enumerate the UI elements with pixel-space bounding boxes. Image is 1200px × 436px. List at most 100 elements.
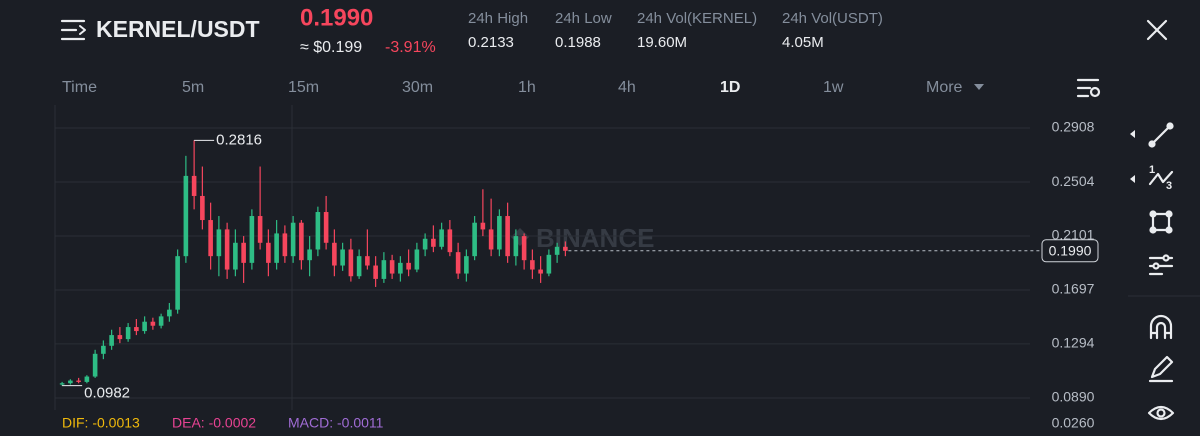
candle-body [191,175,197,196]
candle-body [282,233,288,257]
visibility-tool[interactable] [1147,405,1175,421]
candle-body [464,256,469,274]
interval-tab[interactable]: 5m [182,79,204,96]
candle-body [447,229,453,253]
candle-body [142,321,147,332]
candle-body [554,246,560,255]
interval-tab[interactable]: 30m [402,79,433,96]
candle-body [340,249,345,266]
stat-label: 24h Low [555,10,612,27]
price-change: -3.91% [385,39,436,56]
menu-icon[interactable] [60,19,86,41]
stat-value: 4.05M [782,34,824,51]
candle-body [315,212,321,250]
candle-body [167,309,172,317]
trendline-tool[interactable] [1130,122,1174,148]
interval-tab[interactable]: More [926,79,963,96]
candle-body [563,246,568,251]
candle-body [200,195,205,221]
usd-price: ≈ $0.199 [300,39,362,56]
candle-body [92,353,98,377]
interval-tab[interactable]: Time [62,79,97,96]
max-price-label: 0.2816 [216,131,262,148]
interval-tab[interactable]: 1D [720,79,740,96]
y-tick-label: 0.1697 [1052,281,1095,297]
candle-body [455,252,461,274]
stat-value: 0.2133 [468,34,514,51]
candle-body [84,376,90,382]
candle-body [323,212,329,243]
candle-body [101,345,106,354]
candle-body [373,265,378,279]
stat-label: 24h Vol(USDT) [782,10,883,27]
interval-tab[interactable]: 1w [823,79,844,96]
candle-body [274,233,279,263]
candle-body [175,256,180,310]
indicator-settings-icon[interactable] [1076,78,1101,98]
y-tick-label: 0.2101 [1052,227,1095,243]
candle-body [59,383,65,385]
tool-icon-glyph: 1 [1149,164,1155,176]
candle-body [431,238,436,247]
interval-tab[interactable]: 4h [618,79,636,96]
candle-body [406,262,411,270]
candle-body [249,216,255,263]
candle-body [125,327,131,340]
candle-body [422,238,428,250]
candle-body [365,256,370,266]
candle-body [208,220,213,257]
text-tool[interactable] [1148,254,1174,276]
candle-body [332,242,337,266]
candle-body [398,262,403,274]
candle-body [307,249,312,261]
watermark: BINANCE [536,223,654,253]
y-tick-label: 0.2504 [1052,173,1095,189]
stat-label: 24h Vol(KERNEL) [637,10,757,27]
macd-legend: DIF: -0.0013 [62,415,140,431]
candle-body [109,335,114,346]
close-icon[interactable] [1146,19,1168,41]
macd-axis-label: 0.0260 [1052,415,1095,431]
candle-body [546,254,552,274]
candle-body [257,216,263,243]
candle-body [216,229,222,257]
candle-body [117,335,123,340]
candle-body [414,249,420,270]
y-tick-label: 0.2908 [1052,119,1095,135]
dropdown-arrow [974,84,984,90]
interval-tab[interactable]: 15m [288,79,319,96]
candle-body [521,236,527,261]
candle-body [299,222,304,261]
pencil-tool[interactable] [1148,355,1174,383]
candle-body [68,380,73,384]
candle-body [158,316,164,326]
last-price: 0.1990 [300,4,373,31]
min-price-label: 0.0982 [84,385,130,402]
macd-legend: MACD: -0.0011 [288,415,384,431]
stat-label: 24h High [468,10,528,27]
last-price-text: 0.1990 [1049,243,1092,259]
candle-body [513,236,519,257]
magnet-tool[interactable] [1149,314,1173,340]
candle-body [266,242,271,263]
candle-body [183,175,189,257]
candle-body [538,269,543,274]
candle-body [233,242,238,270]
pair-name[interactable]: KERNEL/USDT [96,16,260,42]
y-tick-label: 0.0890 [1052,389,1095,405]
candle-body [134,327,139,332]
candle-body [381,260,387,279]
macd-legend: DEA: -0.0002 [172,415,256,431]
candle-body [348,249,354,277]
fibonacci-tool[interactable]: 1 3 [1130,164,1174,192]
interval-tab[interactable]: 1h [518,79,536,96]
candle-body [290,222,296,257]
shape-tool[interactable] [1149,210,1173,234]
tool-icon-glyph: 3 [1166,180,1172,192]
candle-body [224,229,230,270]
candle-body [150,321,156,326]
candle-body [356,256,362,277]
candle-body [389,260,395,274]
candle-body [76,380,81,382]
